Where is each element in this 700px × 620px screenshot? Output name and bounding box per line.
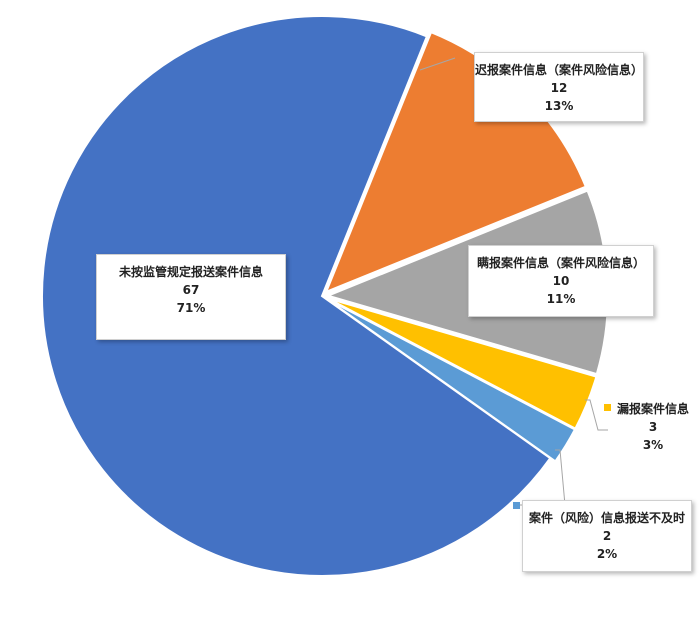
data-label-concealed-reporting: 瞒报案件信息（案件风险信息） 10 11% xyxy=(468,245,654,317)
slice-label: 漏报案件信息 xyxy=(616,402,689,416)
data-label-missed-reporting: 漏报案件信息 3 3% xyxy=(612,394,694,464)
leader-line-missed-reporting xyxy=(585,399,608,431)
slice-value: 2 xyxy=(602,529,612,543)
slice-percent: 13% xyxy=(544,99,574,113)
slice-label: 瞒报案件信息（案件风险信息） xyxy=(476,256,645,270)
slice-percent: 71% xyxy=(176,301,206,315)
slice-value: 12 xyxy=(550,81,568,95)
pie-slice-untimely-reporting xyxy=(326,298,577,463)
data-label-unreported-per-rules: 未按监管规定报送案件信息 67 71% xyxy=(96,254,286,340)
slice-value: 67 xyxy=(182,283,200,297)
slice-label: 案件（风险）信息报送不及时 xyxy=(528,511,685,525)
slice-percent: 2% xyxy=(596,547,618,561)
data-label-untimely-reporting: 案件（风险）信息报送不及时 2 2% xyxy=(522,500,692,572)
data-label-late-reporting: 迟报案件信息（案件风险信息） 12 13% xyxy=(474,52,644,122)
slice-label: 未按监管规定报送案件信息 xyxy=(118,265,263,279)
pie-slice-missed-reporting xyxy=(327,297,598,430)
slice-value: 10 xyxy=(552,274,570,288)
slice-label: 迟报案件信息（案件风险信息） xyxy=(475,63,644,77)
slice-percent: 11% xyxy=(546,292,576,306)
pie-slice-unreported-per-rules xyxy=(41,15,552,577)
legend-key-missed-reporting xyxy=(604,404,611,411)
legend-key-untimely-reporting xyxy=(513,502,520,509)
leader-line-late-reporting xyxy=(419,57,456,71)
slice-percent: 3% xyxy=(642,438,664,452)
slice-value: 3 xyxy=(648,420,658,434)
